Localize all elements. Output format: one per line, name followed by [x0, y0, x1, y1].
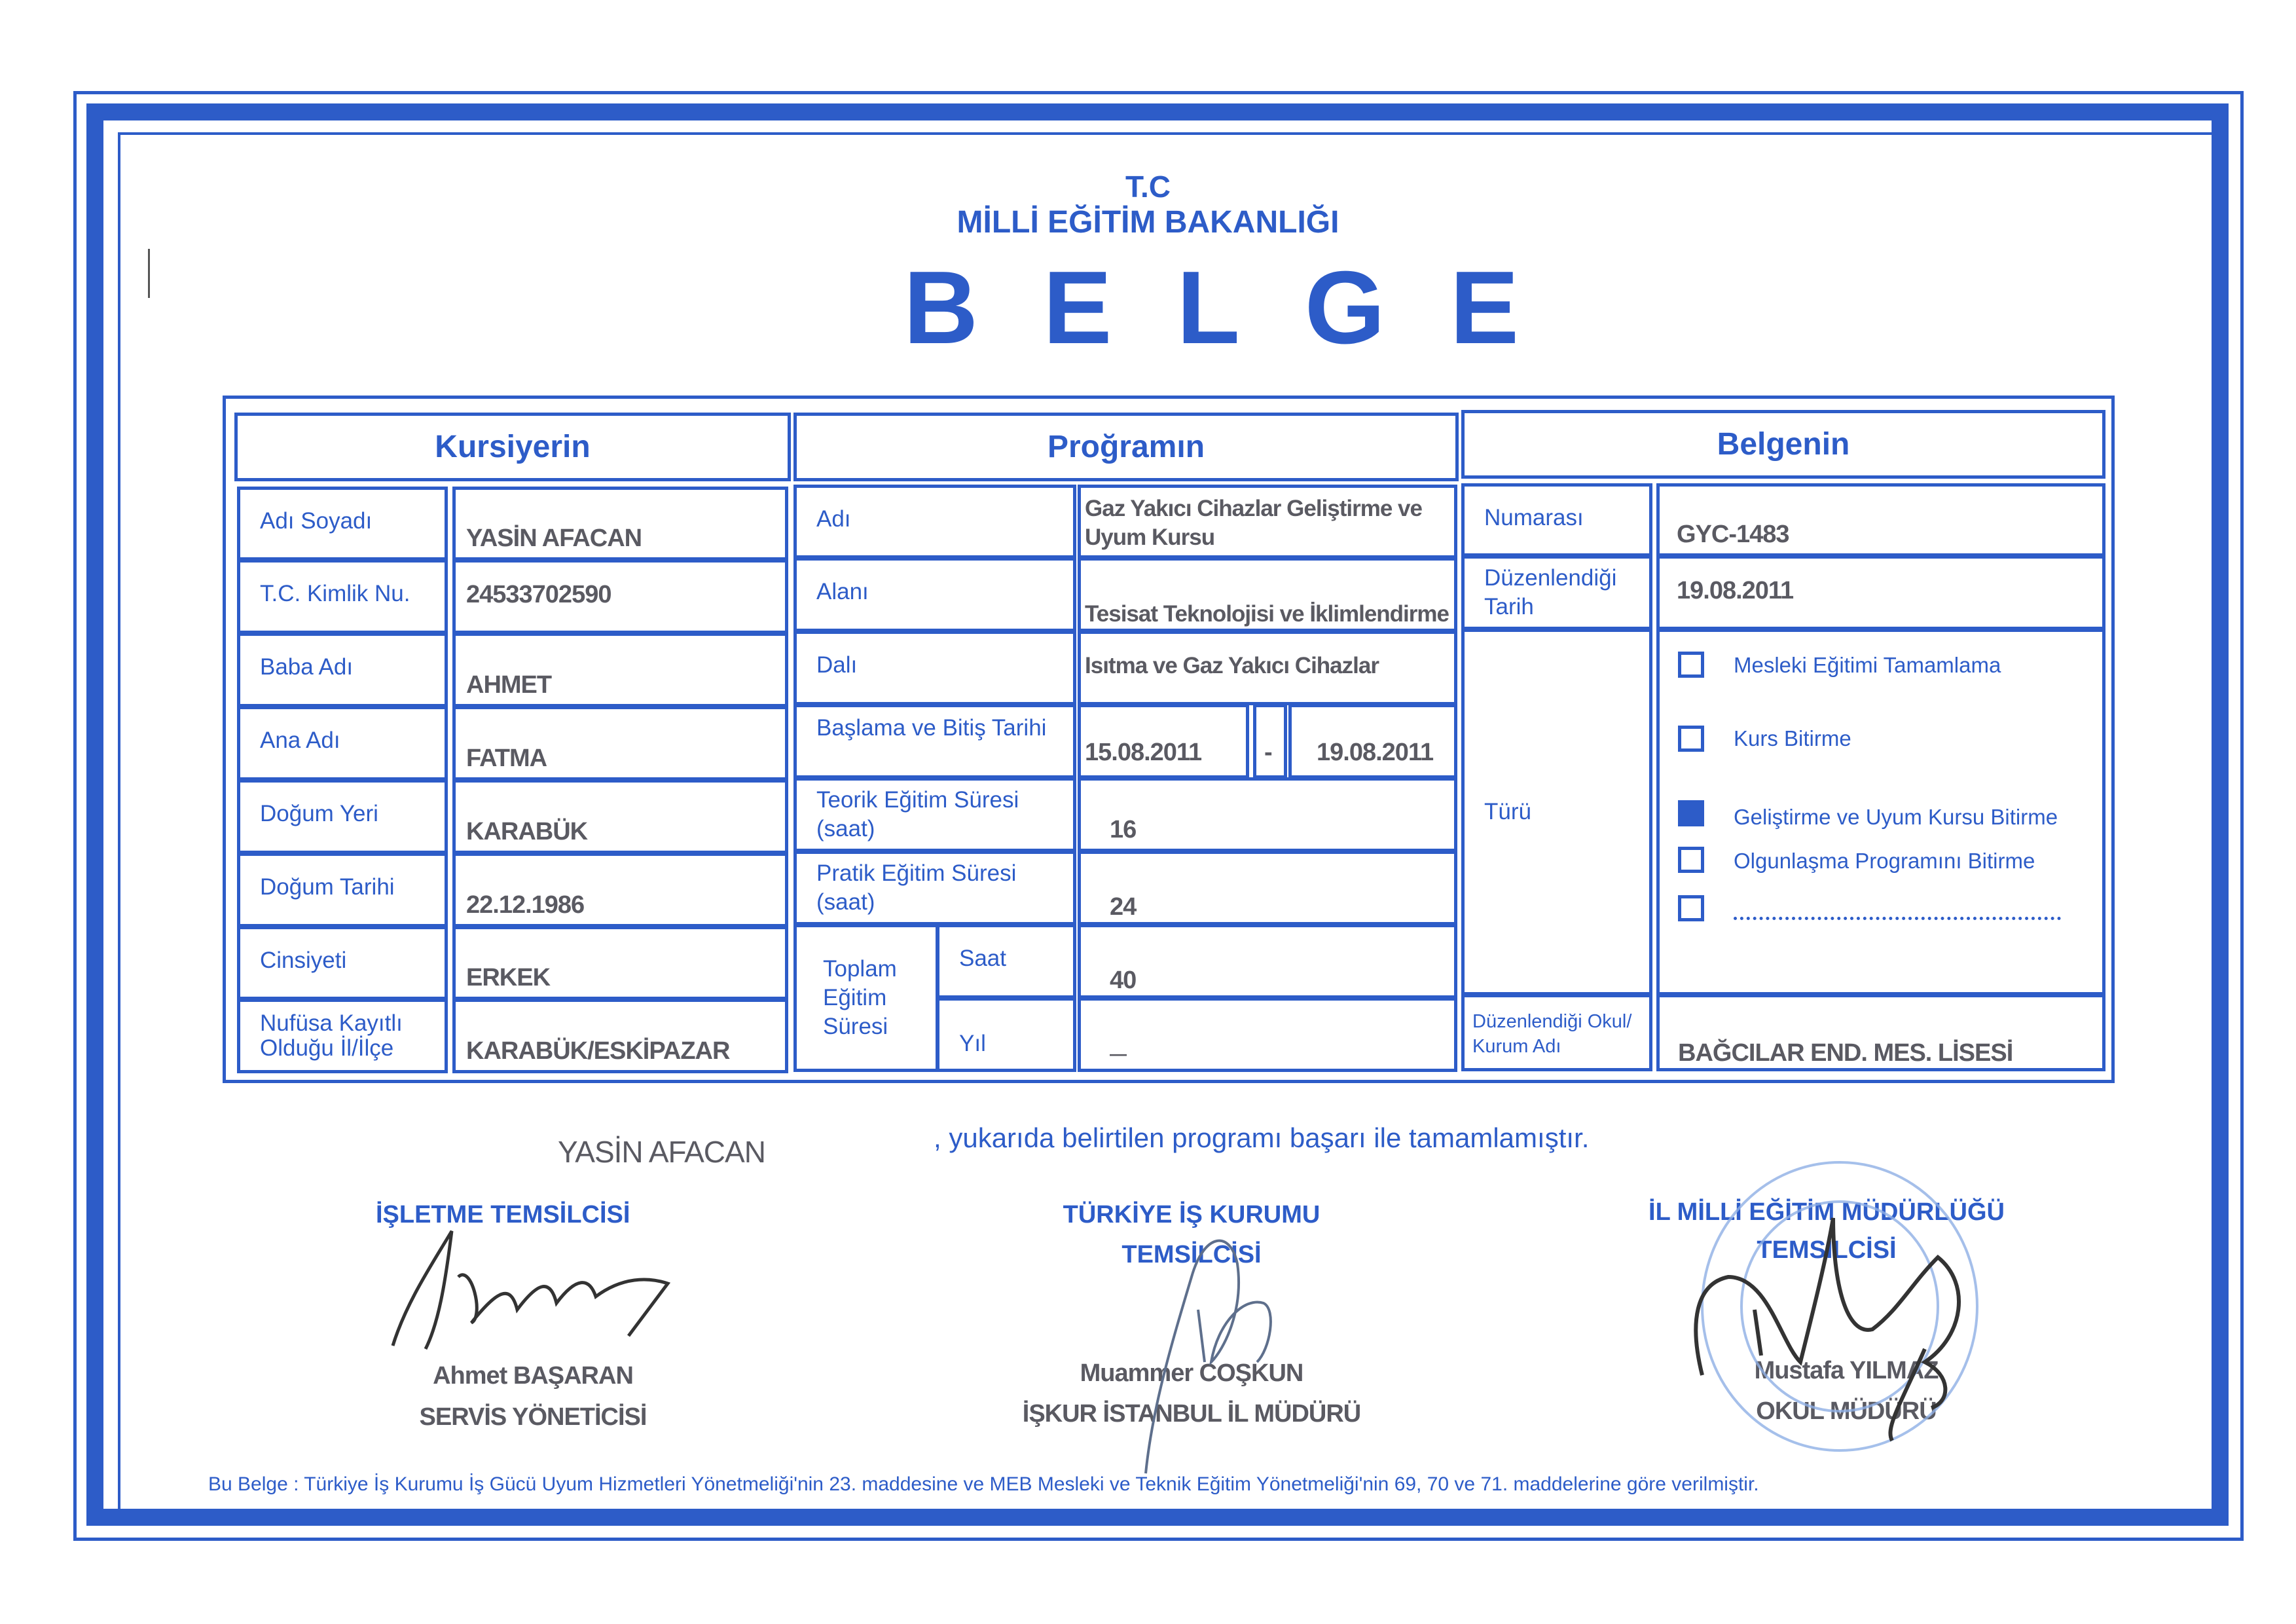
value-teorik: 16: [1078, 777, 1457, 852]
date-separator: -: [1253, 704, 1287, 779]
section-belgenin: Belgenin: [1461, 410, 2105, 479]
ministry-heading: MİLLİ EĞİTİM BAKANLIĞI: [957, 205, 1339, 240]
label-alani: Alanı: [793, 557, 1076, 632]
statement-text: , yukarıda belirtilen programı başarı il…: [934, 1122, 1590, 1153]
signature-1-icon: [391, 1230, 671, 1350]
label-dali: Dalı: [793, 631, 1076, 705]
value-baba-adi: AHMET: [452, 633, 788, 707]
label-yil: Yıl: [936, 997, 1076, 1072]
signatory-1-title: İŞLETME TEMSİLCİSİ: [376, 1201, 630, 1228]
checkbox-kurs-bitirme[interactable]: [1678, 726, 1704, 752]
label-adi-soyadi: Adı Soyadı: [237, 487, 448, 561]
value-duzenlendigi-tarih: 19.08.2011: [1656, 555, 2105, 630]
value-cinsiyeti: ERKEK: [452, 926, 788, 1000]
label-numarasi: Numarası: [1461, 483, 1652, 557]
label-nufus: Nufüsa Kayıtlı Olduğu İl/İlçe: [237, 999, 448, 1073]
value-dali: Isıtma ve Gaz Yakıcı Cihazlar: [1078, 631, 1457, 705]
checkbox-other[interactable]: [1678, 895, 1704, 921]
section-programin: Proğramın: [793, 413, 1459, 481]
inner-frame: [118, 132, 2215, 1513]
label-dogum-tarihi: Doğum Tarihi: [237, 853, 448, 927]
section-kursiyerin: Kursiyerin: [234, 413, 791, 481]
value-yil: —: [1078, 997, 1457, 1072]
value-numarasi: GYC-1483: [1656, 483, 2105, 557]
value-saat: 40: [1078, 924, 1457, 999]
footer-legal-note: Bu Belge : Türkiye İş Kurumu İş Gücü Uyu…: [208, 1473, 1759, 1495]
label-duzenlendigi-tarih: Düzenlendiği Tarih: [1461, 555, 1652, 630]
signatory-2-title: TÜRKİYE İŞ KURUMU: [1063, 1201, 1321, 1228]
signature-2-icon: [1144, 1239, 1272, 1474]
outer-frame: [73, 91, 2244, 1541]
option-gelistirme-uyum: Geliştirme ve Uyum Kursu Bitirme: [1734, 805, 2058, 829]
value-tc-kimlik: 24533702590: [452, 559, 788, 634]
label-tc-kimlik: T.C. Kimlik Nu.: [237, 559, 448, 634]
label-baba-adi: Baba Adı: [237, 633, 448, 707]
value-baslama: 15.08.2011: [1078, 704, 1249, 779]
value-pratik: 24: [1078, 851, 1457, 925]
signatory-2-role: İŞKUR İSTANBUL İL MÜDÜRÜ: [1022, 1400, 1361, 1428]
title-letter: L: [1176, 250, 1240, 365]
title-letter: E: [1043, 250, 1112, 365]
option-kurs-bitirme: Kurs Bitirme: [1734, 726, 1851, 750]
turu-text: Türü: [1484, 799, 1531, 824]
signatory-2-name: Muammer COŞKUN: [1080, 1359, 1304, 1387]
checkbox-olgunlasma[interactable]: [1678, 847, 1704, 873]
turu-options: [1656, 629, 2105, 995]
label-cinsiyeti: Cinsiyeti: [237, 926, 448, 1000]
value-dogum-yeri: KARABÜK: [452, 779, 788, 854]
checkbox-gelistirme-uyum[interactable]: [1678, 800, 1704, 826]
title-letter: G: [1304, 250, 1385, 365]
label-program-adi: Adı: [793, 485, 1076, 559]
value-nufus: KARABÜK/ESKİPAZAR: [452, 999, 788, 1073]
scan-mark: [148, 249, 150, 298]
checkbox-mesleki[interactable]: [1678, 652, 1704, 678]
value-bitis: 19.08.2011: [1288, 704, 1457, 779]
other-blank-line: [1734, 917, 2061, 920]
label-ana-adi: Ana Adı: [237, 706, 448, 781]
label-teorik: Teorik Eğitim Süresi (saat): [793, 777, 1076, 852]
label-pratik: Pratik Eğitim Süresi (saat): [793, 851, 1076, 925]
signatory-1-role: SERVİS YÖNETİCİSİ: [419, 1403, 647, 1431]
value-alani: Tesisat Teknolojisi ve İklimlendirme: [1078, 557, 1457, 632]
value-dogum-tarihi: 22.12.1986: [452, 853, 788, 927]
label-okul: Düzenlendiği Okul/ Kurum Adı: [1461, 994, 1652, 1071]
value-ana-adi: FATMA: [452, 706, 788, 781]
value-adi-soyadi: YASİN AFACAN: [452, 487, 788, 561]
option-olgunlasma: Olgunlaşma Programını Bitirme: [1734, 849, 2035, 873]
title-letter: E: [1449, 250, 1519, 365]
certificate-table: [223, 396, 2115, 1083]
tc-heading: T.C: [1125, 170, 1171, 204]
label-dogum-yeri: Doğum Yeri: [237, 779, 448, 854]
label-baslama-bitis: Başlama ve Bitiş Tarihi: [793, 704, 1076, 779]
label-saat: Saat: [936, 924, 1076, 999]
signature-3-icon: [1694, 1217, 1961, 1442]
stamp-seal-icon: [1701, 1161, 1978, 1452]
signatory-1-name: Ahmet BAŞARAN: [433, 1362, 634, 1390]
statement-name: YASİN AFACAN: [558, 1135, 766, 1169]
value-program-adi: Gaz Yakıcı Cihazlar Geliştirme ve Uyum K…: [1078, 485, 1457, 559]
label-turu: Türü: [1461, 629, 1652, 995]
value-okul: BAĞCILAR END. MES. LİSESİ: [1656, 994, 2105, 1071]
title-letter: B: [903, 250, 979, 365]
option-mesleki: Mesleki Eğitimi Tamamlama: [1734, 653, 2001, 677]
document-title: B E L G E: [903, 249, 1519, 367]
